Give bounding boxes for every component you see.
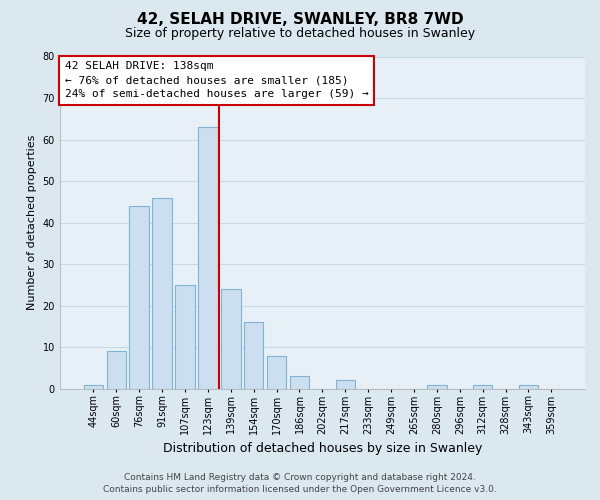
Bar — [290, 376, 309, 388]
X-axis label: Distribution of detached houses by size in Swanley: Distribution of detached houses by size … — [163, 442, 482, 455]
Bar — [267, 356, 286, 388]
Bar — [427, 384, 446, 388]
Text: 42, SELAH DRIVE, SWANLEY, BR8 7WD: 42, SELAH DRIVE, SWANLEY, BR8 7WD — [137, 12, 463, 26]
Bar — [244, 322, 263, 388]
Bar — [152, 198, 172, 388]
Bar — [335, 380, 355, 388]
Bar — [473, 384, 493, 388]
Bar — [107, 352, 126, 389]
Bar — [221, 289, 241, 388]
Y-axis label: Number of detached properties: Number of detached properties — [27, 135, 37, 310]
Text: Size of property relative to detached houses in Swanley: Size of property relative to detached ho… — [125, 28, 475, 40]
Text: 42 SELAH DRIVE: 138sqm
← 76% of detached houses are smaller (185)
24% of semi-de: 42 SELAH DRIVE: 138sqm ← 76% of detached… — [65, 62, 369, 100]
Bar — [175, 285, 195, 389]
Text: Contains HM Land Registry data © Crown copyright and database right 2024.
Contai: Contains HM Land Registry data © Crown c… — [103, 473, 497, 494]
Bar — [519, 384, 538, 388]
Bar — [83, 384, 103, 388]
Bar — [130, 206, 149, 388]
Bar — [198, 127, 218, 388]
